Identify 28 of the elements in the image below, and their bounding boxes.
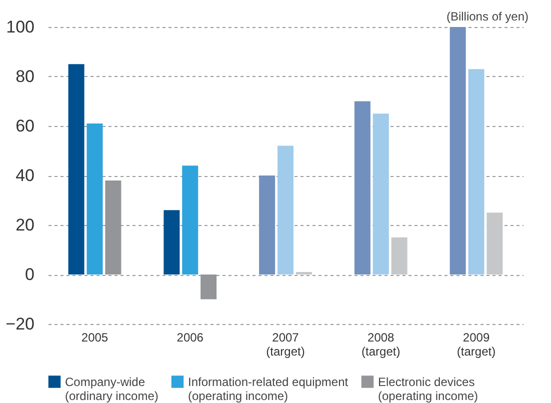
y-tick-label: 20 bbox=[16, 216, 34, 234]
y-tick-label: −20 bbox=[6, 314, 34, 334]
x-tick-label: 2009 (target) bbox=[456, 330, 496, 358]
legend-label: Company-wide (ordinary income) bbox=[65, 374, 158, 403]
legend-label: Electronic devices (operating income) bbox=[378, 374, 478, 403]
bar bbox=[259, 176, 276, 274]
y-axis-title: (Billions of yen) bbox=[446, 10, 529, 24]
y-tick-label: 60 bbox=[16, 116, 34, 136]
x-tick-label: 2008 (target) bbox=[362, 330, 400, 358]
bar bbox=[68, 64, 84, 274]
bar bbox=[468, 69, 484, 274]
y-tick-label: 80 bbox=[16, 67, 34, 86]
y-tick-label: 100 bbox=[6, 18, 34, 36]
x-tick-label: 2006 bbox=[176, 330, 204, 344]
bar bbox=[354, 101, 370, 274]
y-tick-label: 40 bbox=[16, 166, 34, 185]
bar bbox=[486, 212, 503, 274]
legend-label: Information-related equipment (operating income) bbox=[188, 374, 349, 403]
bar bbox=[450, 27, 466, 274]
bar bbox=[164, 210, 180, 274]
x-tick-label: 2005 bbox=[81, 330, 108, 344]
bar bbox=[391, 237, 408, 274]
y-tick-label: 0 bbox=[25, 265, 34, 284]
x-tick-label: 2007 (target) bbox=[266, 330, 305, 358]
bar bbox=[372, 114, 389, 274]
bar bbox=[278, 146, 294, 274]
bar bbox=[182, 166, 198, 274]
bar bbox=[86, 124, 103, 274]
